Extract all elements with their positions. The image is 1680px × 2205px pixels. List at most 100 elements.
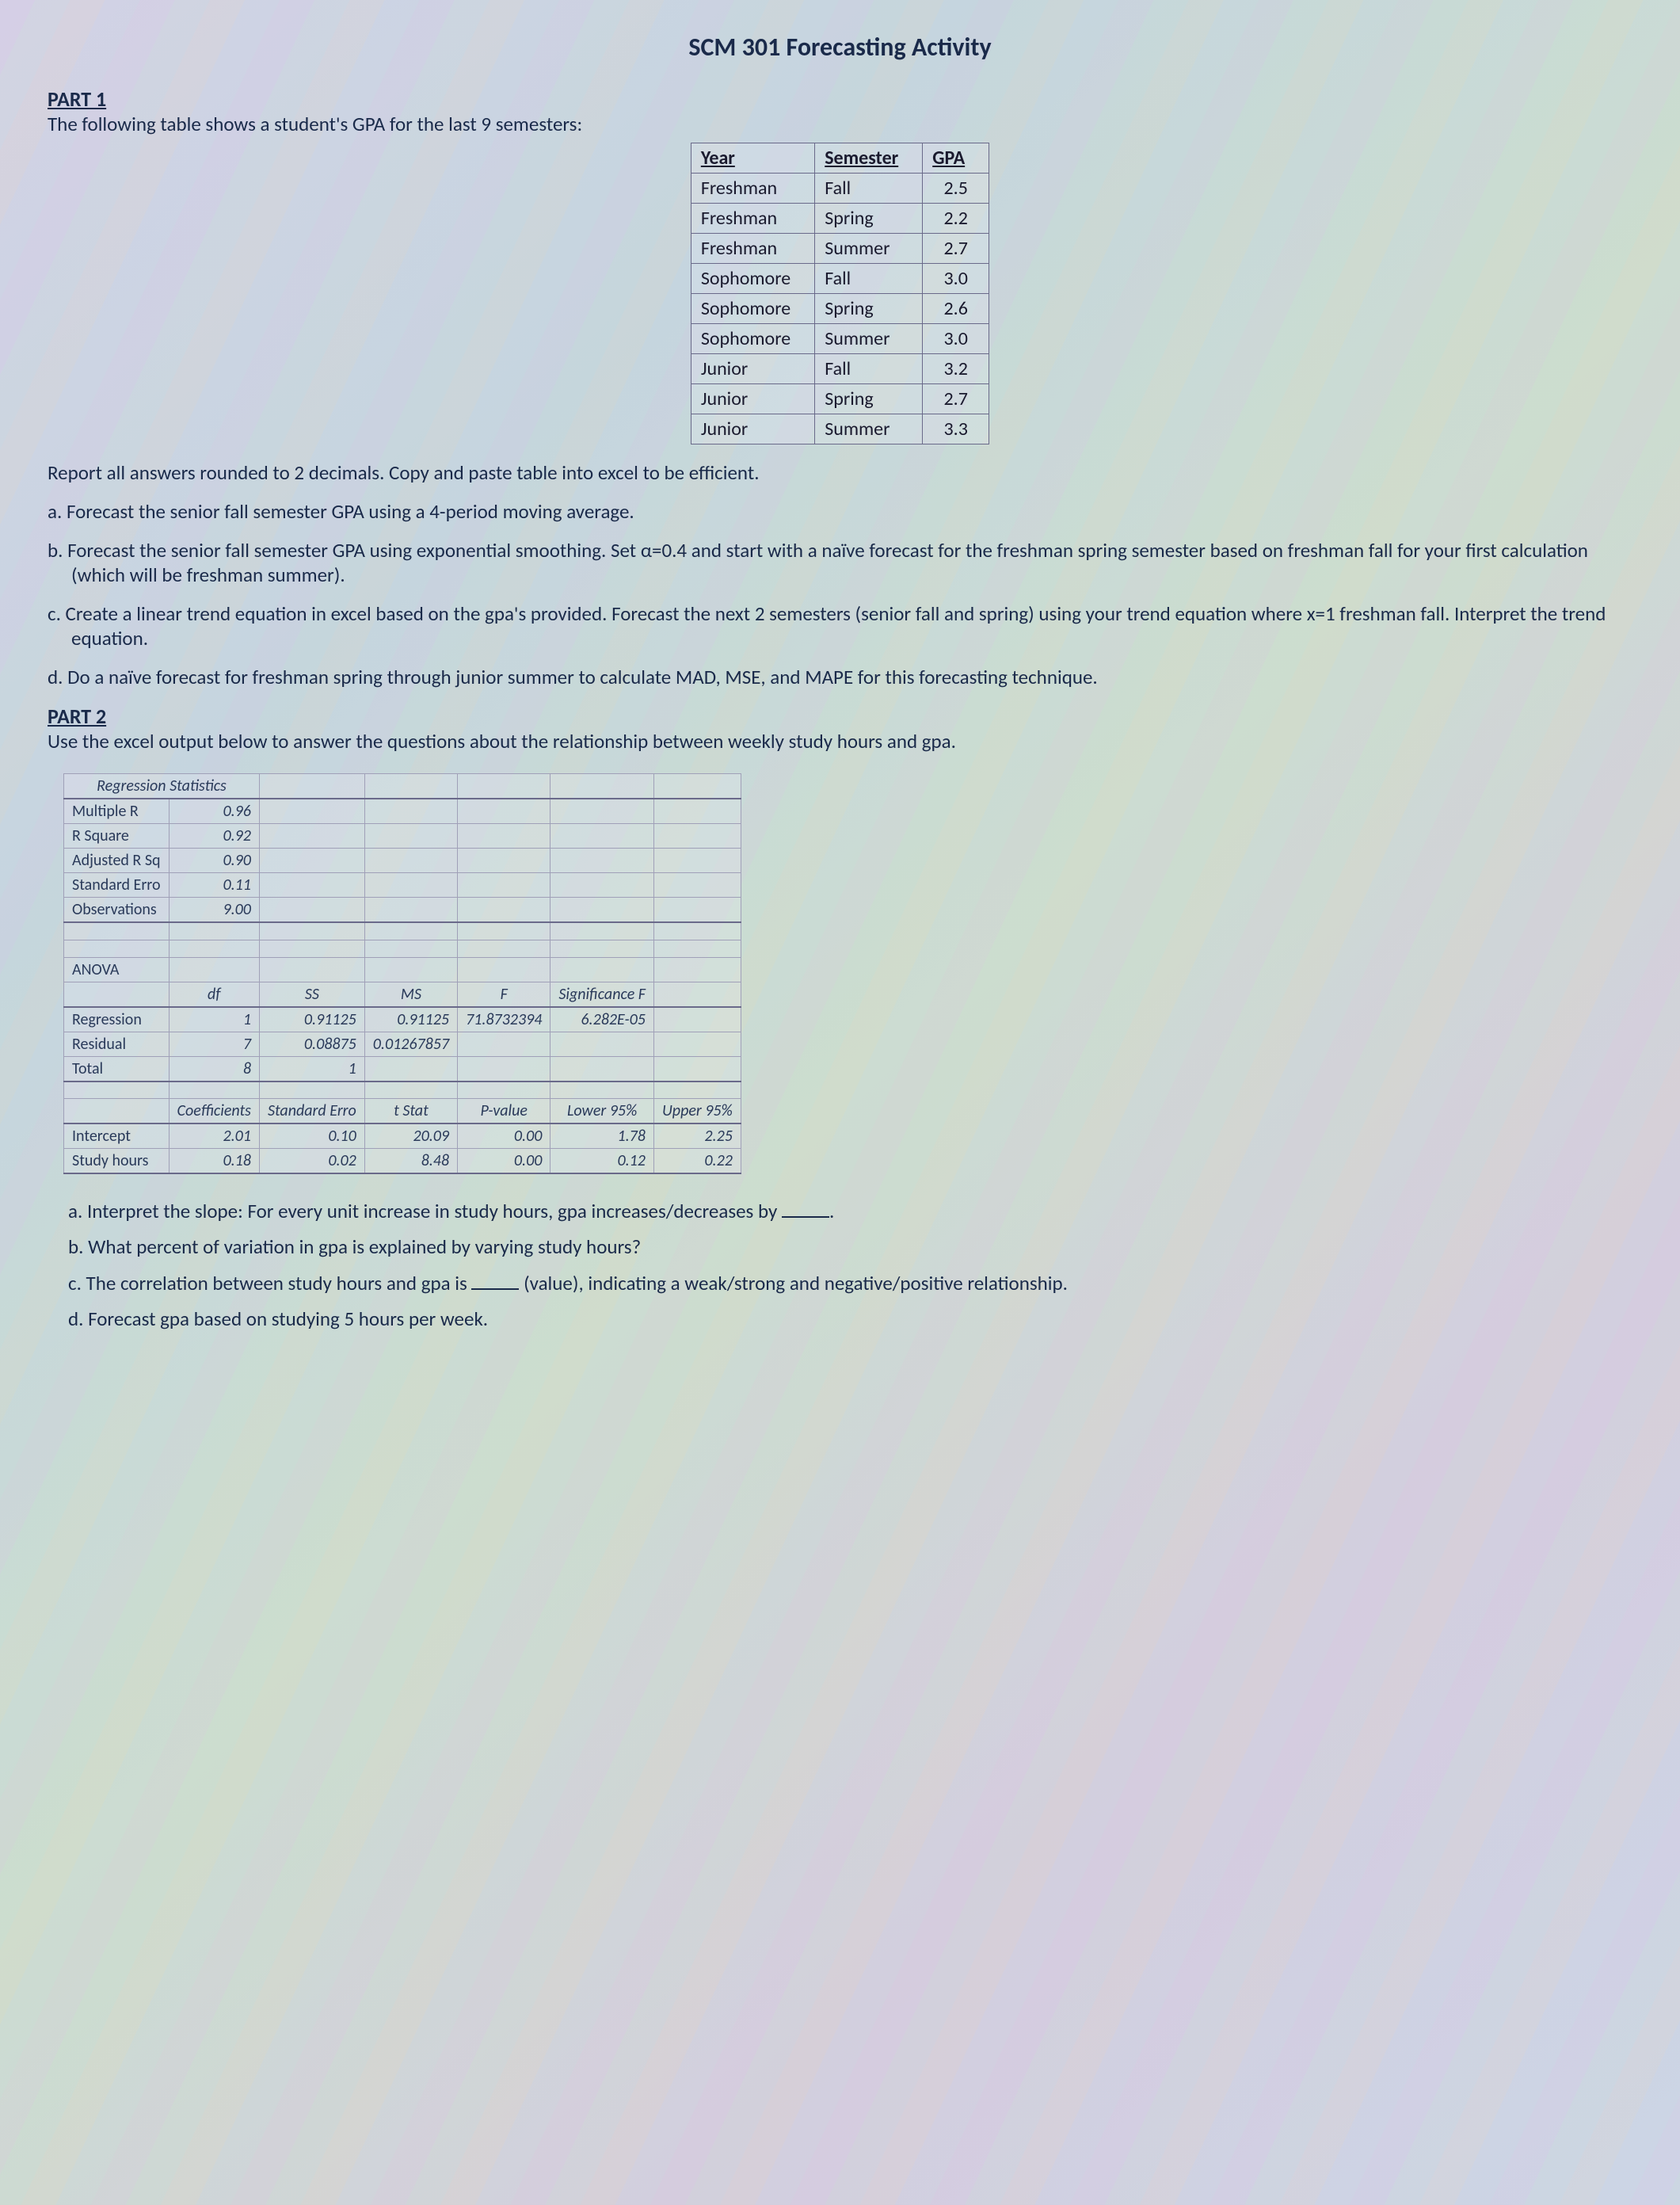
cell: Significance F <box>550 982 654 1007</box>
cell: 3.0 <box>923 324 989 354</box>
reg-stats-title: Regression Statistics <box>64 774 260 799</box>
table-row: Observations9.00 <box>64 898 741 923</box>
blank-fill <box>782 1198 829 1218</box>
p2-question-c: c. The correlation between study hours a… <box>95 1270 1632 1295</box>
cell: 2.2 <box>923 204 989 234</box>
reg-stats-title-row: Regression Statistics <box>64 774 741 799</box>
cell: 0.08875 <box>259 1032 364 1056</box>
p2-question-b: b. What percent of variation in gpa is e… <box>95 1234 1632 1259</box>
cell: Regression <box>64 1007 170 1032</box>
col-gpa: GPA <box>923 143 989 174</box>
table-row: Standard Erro0.11 <box>64 873 741 898</box>
table-row: SophomoreFall3.0 <box>691 264 989 294</box>
cell: 0.11 <box>169 873 259 898</box>
cell: Summer <box>815 414 923 444</box>
cell <box>458 1056 550 1082</box>
table-row: JuniorSpring2.7 <box>691 384 989 414</box>
cell: 3.3 <box>923 414 989 444</box>
cell: Fall <box>815 264 923 294</box>
cell: 8 <box>169 1056 259 1082</box>
part2-intro: Use the excel output below to answer the… <box>48 729 1632 753</box>
table-row: Adjusted R Sq0.90 <box>64 849 741 873</box>
cell: t Stat <box>364 1099 457 1124</box>
question-c: c. Create a linear trend equation in exc… <box>71 601 1632 650</box>
table-row: JuniorFall3.2 <box>691 354 989 384</box>
gpa-table: Year Semester GPA FreshmanFall2.5 Freshm… <box>691 143 989 444</box>
cell: 1 <box>259 1056 364 1082</box>
question-b: b. Forecast the senior fall semester GPA… <box>71 538 1632 587</box>
table-row: Intercept2.010.1020.090.001.782.25 <box>64 1123 741 1149</box>
cell: P-value <box>458 1099 550 1124</box>
cell: 2.5 <box>923 174 989 204</box>
cell: Junior <box>691 354 814 384</box>
cell: 1 <box>169 1007 259 1032</box>
qa-post: . <box>829 1199 834 1223</box>
p2-question-a: a. Interpret the slope: For every unit i… <box>95 1198 1632 1223</box>
cell: Fall <box>815 174 923 204</box>
cell <box>458 1032 550 1056</box>
cell: 71.8732394 <box>458 1007 550 1032</box>
cell: Freshman <box>691 174 814 204</box>
cell: 0.00 <box>458 1149 550 1174</box>
cell: 0.91125 <box>259 1007 364 1032</box>
cell: Lower 95% <box>550 1099 654 1124</box>
cell: 9.00 <box>169 898 259 923</box>
cell: Spring <box>815 294 923 324</box>
cell: 0.02 <box>259 1149 364 1174</box>
cell <box>364 1056 457 1082</box>
cell: F <box>458 982 550 1007</box>
cell: Residual <box>64 1032 170 1056</box>
table-header-row: Year Semester GPA <box>691 143 989 174</box>
cell: Sophomore <box>691 324 814 354</box>
cell: df <box>169 982 259 1007</box>
cell: 1.78 <box>550 1123 654 1149</box>
cell: 0.92 <box>169 824 259 849</box>
cell: 0.01267857 <box>364 1032 457 1056</box>
cell: Summer <box>815 324 923 354</box>
table-row: JuniorSummer3.3 <box>691 414 989 444</box>
cell: 3.2 <box>923 354 989 384</box>
part1-note: Report all answers rounded to 2 decimals… <box>48 460 1632 485</box>
cell: MS <box>364 982 457 1007</box>
col-year: Year <box>691 143 814 174</box>
cell: 2.7 <box>923 234 989 264</box>
cell: Intercept <box>64 1123 170 1149</box>
anova-title-row: ANOVA <box>64 957 741 982</box>
table-row: R Square0.92 <box>64 824 741 849</box>
cell: Sophomore <box>691 294 814 324</box>
cell: 8.48 <box>364 1149 457 1174</box>
cell: 7 <box>169 1032 259 1056</box>
cell: Freshman <box>691 234 814 264</box>
cell: 0.12 <box>550 1149 654 1174</box>
cell: Standard Erro <box>259 1099 364 1124</box>
cell: Adjusted R Sq <box>64 849 170 873</box>
anova-header-row: df SS MS F Significance F <box>64 982 741 1007</box>
cell: Standard Erro <box>64 873 170 898</box>
cell: Junior <box>691 414 814 444</box>
cell: 20.09 <box>364 1123 457 1149</box>
cell: Study hours <box>64 1149 170 1174</box>
cell <box>64 1099 170 1124</box>
cell: 2.6 <box>923 294 989 324</box>
cell: 3.0 <box>923 264 989 294</box>
cell: Junior <box>691 384 814 414</box>
part2-header: PART 2 <box>48 704 1632 729</box>
cell: 2.01 <box>169 1123 259 1149</box>
question-d: d. Do a naïve forecast for freshman spri… <box>71 665 1632 689</box>
table-row: Regression10.911250.9112571.87323946.282… <box>64 1007 741 1032</box>
table-row: FreshmanFall2.5 <box>691 174 989 204</box>
cell: 0.96 <box>169 799 259 824</box>
col-semester: Semester <box>815 143 923 174</box>
qa-pre: a. Interpret the slope: For every unit i… <box>68 1199 782 1223</box>
cell: Total <box>64 1056 170 1082</box>
cell: Summer <box>815 234 923 264</box>
regression-output: Regression Statistics Multiple R0.96 R S… <box>63 773 741 1174</box>
cell <box>550 1056 654 1082</box>
cell: Upper 95% <box>653 1099 741 1124</box>
qc-post: (value), indicating a weak/strong and ne… <box>519 1271 1068 1295</box>
cell: 0.91125 <box>364 1007 457 1032</box>
p2-question-d: d. Forecast gpa based on studying 5 hour… <box>95 1307 1632 1331</box>
cell: 0.00 <box>458 1123 550 1149</box>
cell: Spring <box>815 204 923 234</box>
page-title: SCM 301 Forecasting Activity <box>48 32 1632 63</box>
